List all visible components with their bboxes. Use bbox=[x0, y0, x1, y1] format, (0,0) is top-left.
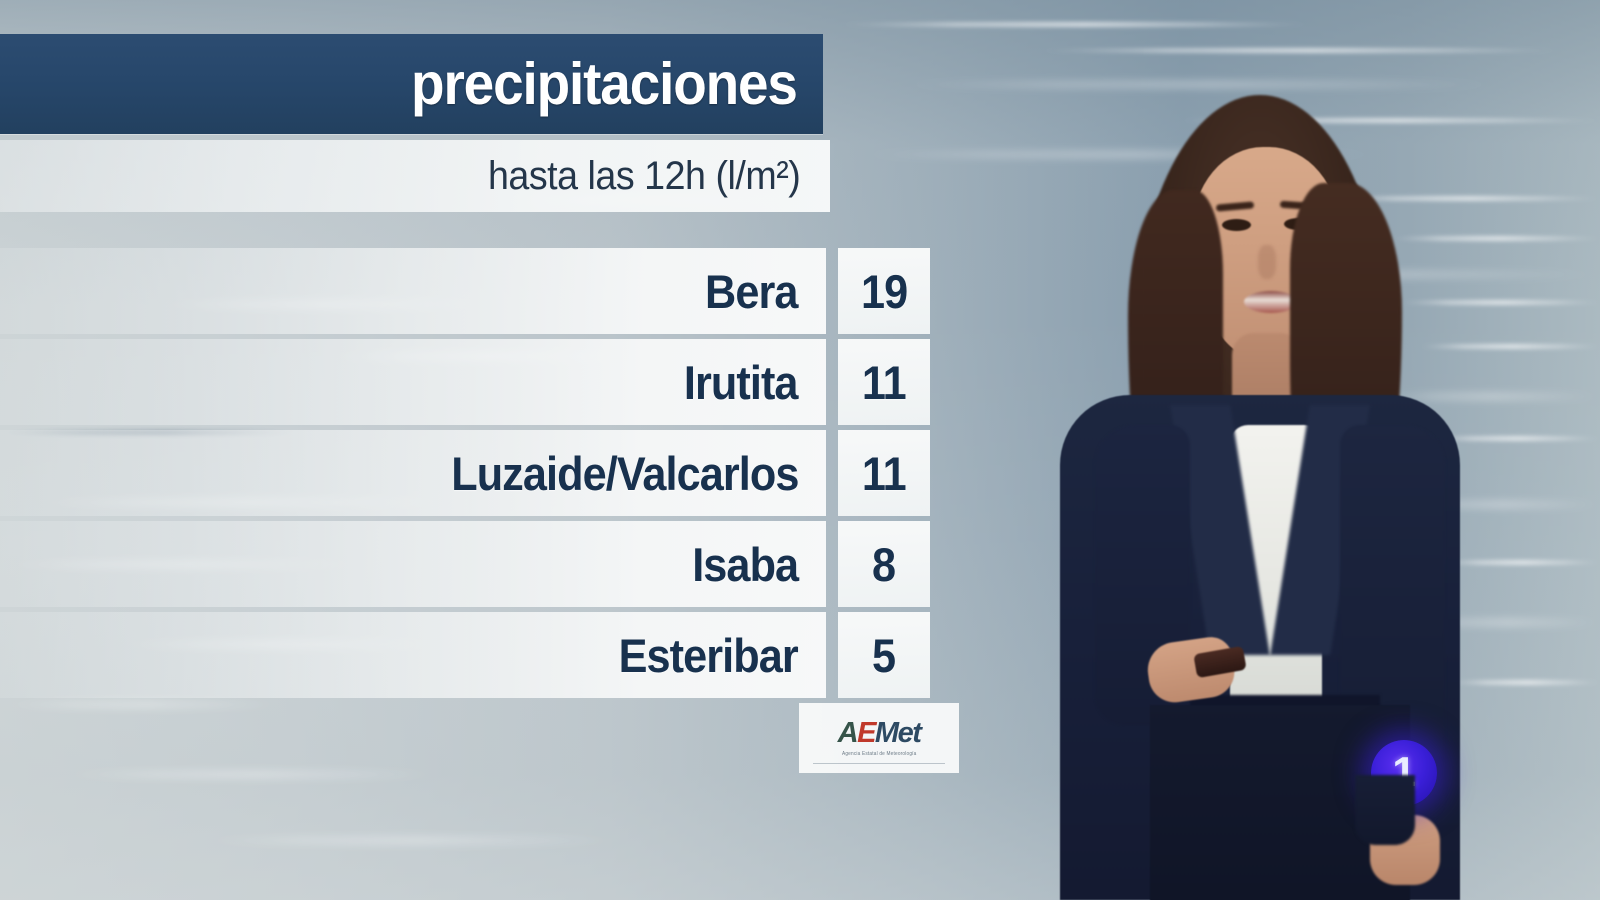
aemet-logo-letter-a: A bbox=[837, 717, 859, 749]
precipitation-table: Bera 19 Irutita 11 Luzaide/Valcarlos 11 bbox=[0, 248, 940, 703]
row-value-label: 11 bbox=[862, 355, 907, 409]
row-value-label: 8 bbox=[872, 537, 896, 591]
panel-subtitle-bar: hasta las 12h (l/m²) bbox=[0, 140, 830, 212]
row-location-label: Luzaide/Valcarlos bbox=[450, 446, 799, 500]
row-location-cell: Bera bbox=[0, 248, 826, 334]
table-row: Isaba 8 bbox=[0, 521, 940, 607]
aemet-logo: AEMet Agencia Estatal de Meteorología bbox=[799, 703, 959, 773]
panel-title-bar: precipitaciones bbox=[0, 34, 823, 134]
panel-subtitle: hasta las 12h (l/m²) bbox=[487, 153, 801, 198]
row-value-cell: 19 bbox=[838, 248, 930, 334]
table-row: Bera 19 bbox=[0, 248, 940, 334]
aemet-logo-wordmark: AEMet bbox=[837, 717, 922, 749]
row-value-cell: 11 bbox=[838, 339, 930, 425]
table-row: Irutita 11 bbox=[0, 339, 940, 425]
row-location-cell: Luzaide/Valcarlos bbox=[0, 430, 826, 516]
panel-title: precipitaciones bbox=[411, 50, 798, 117]
row-location-label: Bera bbox=[705, 264, 799, 318]
row-location-cell: Isaba bbox=[0, 521, 826, 607]
row-location-cell: Irutita bbox=[0, 339, 826, 425]
row-value-cell: 5 bbox=[838, 612, 930, 698]
row-value-cell: 8 bbox=[838, 521, 930, 607]
row-location-cell: Esteribar bbox=[0, 612, 826, 698]
presenter-nose bbox=[1258, 245, 1276, 279]
row-location-label: Isaba bbox=[692, 537, 799, 591]
row-value-label: 5 bbox=[872, 628, 896, 682]
table-row: Esteribar 5 bbox=[0, 612, 940, 698]
row-location-label: Irutita bbox=[684, 355, 799, 409]
table-row: Luzaide/Valcarlos 11 bbox=[0, 430, 940, 516]
aemet-logo-letters-met: Met bbox=[874, 717, 922, 749]
row-value-label: 11 bbox=[862, 446, 907, 500]
presenter-eye-left bbox=[1222, 219, 1251, 231]
aemet-logo-letter-e: E bbox=[857, 717, 876, 749]
aemet-logo-rule bbox=[813, 763, 945, 764]
presenter-arm-occluding-logo bbox=[1355, 775, 1415, 845]
row-value-label: 19 bbox=[860, 264, 908, 318]
presenter-mouth bbox=[1244, 291, 1298, 313]
row-value-cell: 11 bbox=[838, 430, 930, 516]
row-location-label: Esteribar bbox=[618, 628, 799, 682]
aemet-logo-tagline: Agencia Estatal de Meteorología bbox=[841, 751, 917, 757]
